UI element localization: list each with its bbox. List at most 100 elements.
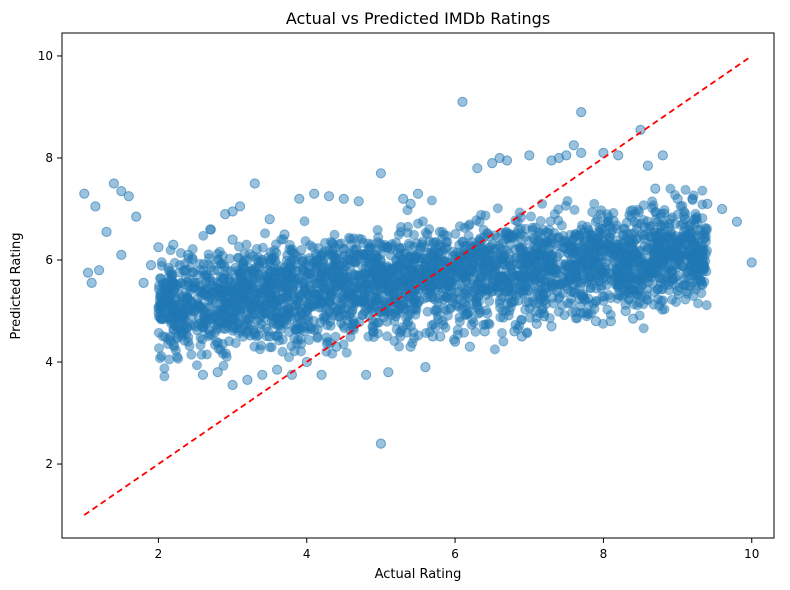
scatter-point: [256, 303, 267, 315]
scatter-point: [230, 337, 241, 349]
scatter-point: [412, 188, 424, 199]
scatter-point: [256, 288, 267, 299]
scatter-point: [300, 236, 311, 247]
scatter-point: [357, 310, 368, 321]
x-axis-label: Actual Rating: [375, 567, 462, 582]
scatter-point: [351, 244, 362, 255]
scatter-point: [412, 248, 423, 259]
scatter-point: [309, 188, 320, 199]
scatter-point: [542, 263, 554, 274]
scatter-point: [453, 259, 465, 270]
scatter-point: [354, 296, 365, 307]
x-tick-label: 6: [451, 547, 459, 561]
scatter-point: [700, 223, 711, 234]
scatter-point: [79, 188, 90, 199]
scatter-point: [227, 379, 238, 391]
scatter-point: [497, 259, 508, 270]
scatter-point: [659, 220, 671, 231]
scatter-point: [586, 229, 597, 241]
scatter-point: [480, 210, 491, 221]
scatter-point: [584, 244, 595, 255]
scatter-point: [277, 346, 288, 357]
scatter-point: [315, 317, 326, 328]
scatter-point: [187, 244, 198, 255]
scatter-point: [156, 257, 167, 268]
scatter-point: [176, 310, 187, 321]
scatter-point: [476, 281, 487, 292]
scatter-point: [335, 303, 346, 314]
scatter-point: [242, 254, 253, 265]
scatter-point: [502, 285, 513, 296]
reference-line-y-equals-x: [83, 55, 753, 516]
scatter-point: [220, 348, 231, 359]
scatter-point: [454, 316, 465, 327]
scatter-point: [402, 205, 413, 216]
scatter-point: [638, 323, 649, 334]
scatter-point: [163, 313, 174, 324]
scatter-point: [217, 250, 228, 261]
scatter-point: [390, 303, 401, 315]
scatter-point: [369, 317, 380, 328]
scatter-point: [669, 189, 681, 201]
scatter-point: [401, 257, 412, 268]
scatter-point: [445, 303, 456, 314]
x-tick-label: 8: [600, 547, 608, 561]
scatter-point: [383, 285, 394, 296]
scatter-point: [597, 291, 608, 302]
scatter-point: [435, 256, 446, 267]
scatter-point: [611, 220, 623, 231]
scatter-point: [370, 268, 381, 279]
scatter-point: [495, 312, 506, 323]
scatter-point: [172, 351, 183, 362]
scatter-point: [382, 331, 393, 342]
scatter-point: [131, 211, 142, 222]
scatter-point: [630, 270, 642, 281]
scatter-point: [459, 284, 470, 295]
x-tick-label: 2: [155, 547, 163, 561]
scatter-point: [244, 289, 255, 300]
scatter-point: [312, 332, 323, 344]
scatter-point: [623, 236, 634, 247]
scatter-point: [538, 295, 550, 306]
scatter-point: [259, 228, 271, 239]
scatter-point: [310, 248, 321, 259]
scatter-point: [648, 299, 659, 310]
scatter-point: [199, 289, 210, 300]
scatter-point: [657, 150, 668, 161]
scatter-point: [613, 150, 624, 161]
scatter-point: [561, 150, 572, 161]
scatter-point: [421, 254, 432, 265]
scatter-point: [320, 237, 331, 248]
scatter-point: [568, 234, 579, 245]
scatter-point: [701, 300, 712, 311]
scatter-point: [639, 260, 650, 272]
scatter-point: [101, 226, 112, 237]
scatter-point: [514, 320, 525, 331]
scatter-point: [255, 340, 267, 351]
scatter-point: [399, 288, 410, 299]
scatter-point: [332, 285, 344, 296]
scatter-point: [468, 286, 479, 297]
scatter-point: [649, 287, 660, 298]
scatter-point: [467, 314, 478, 325]
scatter-point: [153, 343, 165, 354]
scatter-point: [254, 314, 265, 325]
scatter-point: [544, 312, 555, 324]
scatter-point: [420, 327, 432, 339]
scatter-point: [220, 209, 231, 220]
scatter-point: [383, 367, 394, 378]
scatter-point: [197, 369, 208, 380]
scatter-point: [219, 261, 230, 272]
scatter-point: [587, 206, 598, 218]
scatter-point: [628, 285, 640, 296]
scatter-point: [385, 250, 396, 261]
scatter-point: [589, 303, 600, 314]
scatter-point: [660, 239, 671, 251]
scatter-point: [440, 283, 451, 294]
scatter-point: [138, 277, 149, 288]
scatter-point: [271, 308, 282, 319]
scatter-point: [650, 183, 661, 194]
scatter-point: [386, 241, 397, 252]
scatter-point: [353, 196, 364, 207]
scatter-point: [327, 348, 338, 359]
